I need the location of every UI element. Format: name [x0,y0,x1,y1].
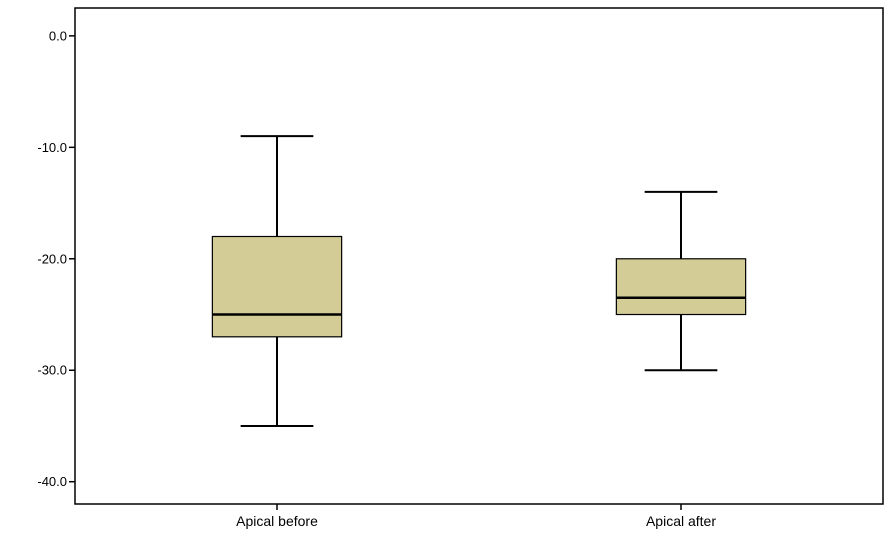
y-tick-label: -30.0 [37,363,67,378]
x-category-label: Apical after [646,513,716,529]
y-tick-label: -20.0 [37,251,67,266]
box-apical-after [615,190,747,372]
y-axis: 0.0 -10.0 -20.0 -30.0 -40.0 [37,28,75,489]
y-tick-label: -10.0 [37,140,67,155]
plot-area [74,7,884,505]
box-apical-before [211,135,343,427]
iqr-box [211,235,343,338]
y-tick-label: -40.0 [37,474,67,489]
y-tick-label: 0.0 [49,28,67,43]
boxes [211,135,747,427]
iqr-box [615,258,747,316]
x-category-label: Apical before [236,513,318,529]
x-axis: Apical before Apical after [236,504,716,529]
